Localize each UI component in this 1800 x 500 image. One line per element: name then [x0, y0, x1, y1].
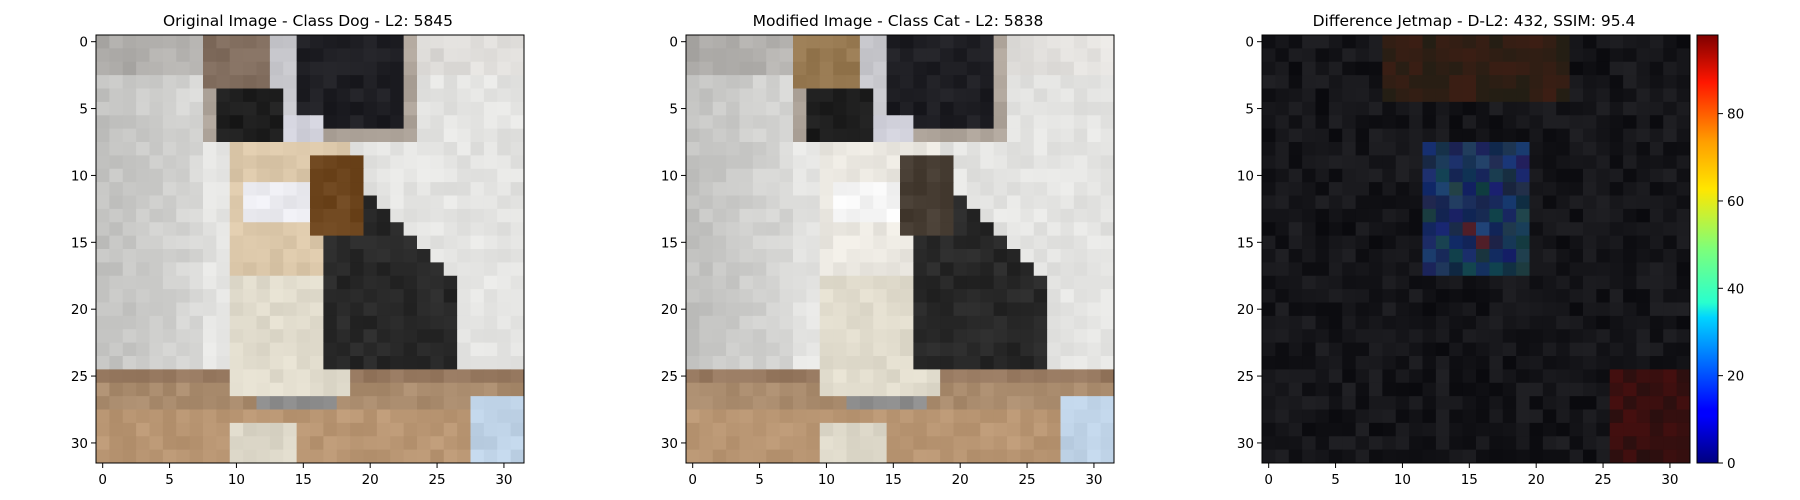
y-tick-label: 0: [79, 35, 88, 51]
panel-original: Original Image - Class Dog - L2: 5845 0 5…: [71, 12, 525, 488]
colorbar-ticks: 0 20 40 60 80: [1718, 107, 1744, 472]
y-tick-label: 25: [661, 369, 678, 385]
x-tick-label: 15: [295, 472, 312, 488]
y-tick-label: 15: [1237, 235, 1254, 251]
colorbar-tick-label: 80: [1727, 107, 1744, 123]
x-tick-label: 0: [98, 472, 107, 488]
y-axis-difference: 0 5 10 15 20 25 30: [1237, 35, 1262, 452]
x-axis-difference: 0 5 10 15 20 25 30: [1264, 463, 1679, 488]
panel-title-difference: Difference Jetmap - D-L2: 432, SSIM: 95.…: [1313, 12, 1636, 30]
x-tick-label: 10: [228, 472, 245, 488]
y-tick-label: 25: [1237, 369, 1254, 385]
image-difference: [1262, 35, 1691, 464]
y-tick-label: 5: [669, 102, 678, 118]
x-tick-label: 5: [755, 472, 764, 488]
x-tick-label: 30: [495, 472, 512, 488]
x-axis-modified: 0 5 10 15 20 25 30: [688, 463, 1103, 488]
panel-title-original: Original Image - Class Dog - L2: 5845: [163, 12, 453, 30]
x-tick-label: 10: [818, 472, 835, 488]
panel-difference: Difference Jetmap - D-L2: 432, SSIM: 95.…: [1237, 12, 1691, 488]
y-tick-label: 10: [71, 168, 88, 184]
x-tick-label: 30: [1085, 472, 1102, 488]
y-axis-original: 0 5 10 15 20 25 30: [71, 35, 96, 452]
axes-frame-modified: [685, 34, 1115, 464]
y-tick-label: 0: [669, 35, 678, 51]
y-tick-label: 10: [1237, 168, 1254, 184]
y-tick-label: 0: [1245, 35, 1254, 51]
y-tick-label: 10: [661, 168, 678, 184]
x-tick-label: 20: [952, 472, 969, 488]
axes-frame-original: [95, 34, 525, 464]
y-tick-label: 30: [1237, 436, 1254, 452]
x-tick-label: 5: [1331, 472, 1340, 488]
x-tick-label: 30: [1661, 472, 1678, 488]
x-tick-label: 5: [165, 472, 174, 488]
axes-frame-difference: [1261, 34, 1691, 464]
x-axis-original: 0 5 10 15 20 25 30: [98, 463, 513, 488]
y-tick-label: 20: [661, 302, 678, 318]
y-tick-label: 15: [71, 235, 88, 251]
y-tick-label: 25: [71, 369, 88, 385]
panel-modified: Modified Image - Class Cat - L2: 5838 0 5…: [661, 12, 1115, 488]
colorbar-tick-label: 0: [1727, 456, 1736, 472]
colorbar-gradient: [1697, 35, 1718, 463]
panel-title-modified: Modified Image - Class Cat - L2: 5838: [753, 12, 1044, 30]
x-tick-label: 20: [362, 472, 379, 488]
y-tick-label: 20: [1237, 302, 1254, 318]
x-tick-label: 0: [688, 472, 697, 488]
x-tick-label: 15: [885, 472, 902, 488]
image-modified: [686, 35, 1115, 464]
colorbar-tick-label: 20: [1727, 369, 1744, 385]
x-tick-label: 0: [1264, 472, 1273, 488]
colorbar-tick-label: 40: [1727, 281, 1744, 297]
y-tick-label: 30: [661, 436, 678, 452]
y-tick-label: 15: [661, 235, 678, 251]
x-tick-label: 20: [1528, 472, 1545, 488]
x-tick-label: 25: [428, 472, 445, 488]
colorbar-tick-label: 60: [1727, 194, 1744, 210]
x-tick-label: 25: [1594, 472, 1611, 488]
y-tick-label: 5: [79, 102, 88, 118]
x-tick-label: 25: [1018, 472, 1035, 488]
colorbar: 0 20 40 60 80: [1696, 34, 1744, 472]
x-tick-label: 10: [1394, 472, 1411, 488]
image-original: [96, 35, 525, 464]
y-axis-modified: 0 5 10 15 20 25 30: [661, 35, 686, 452]
y-tick-label: 30: [71, 436, 88, 452]
x-tick-label: 15: [1461, 472, 1478, 488]
y-tick-label: 5: [1245, 102, 1254, 118]
colorbar-frame: [1696, 34, 1719, 464]
y-tick-label: 20: [71, 302, 88, 318]
